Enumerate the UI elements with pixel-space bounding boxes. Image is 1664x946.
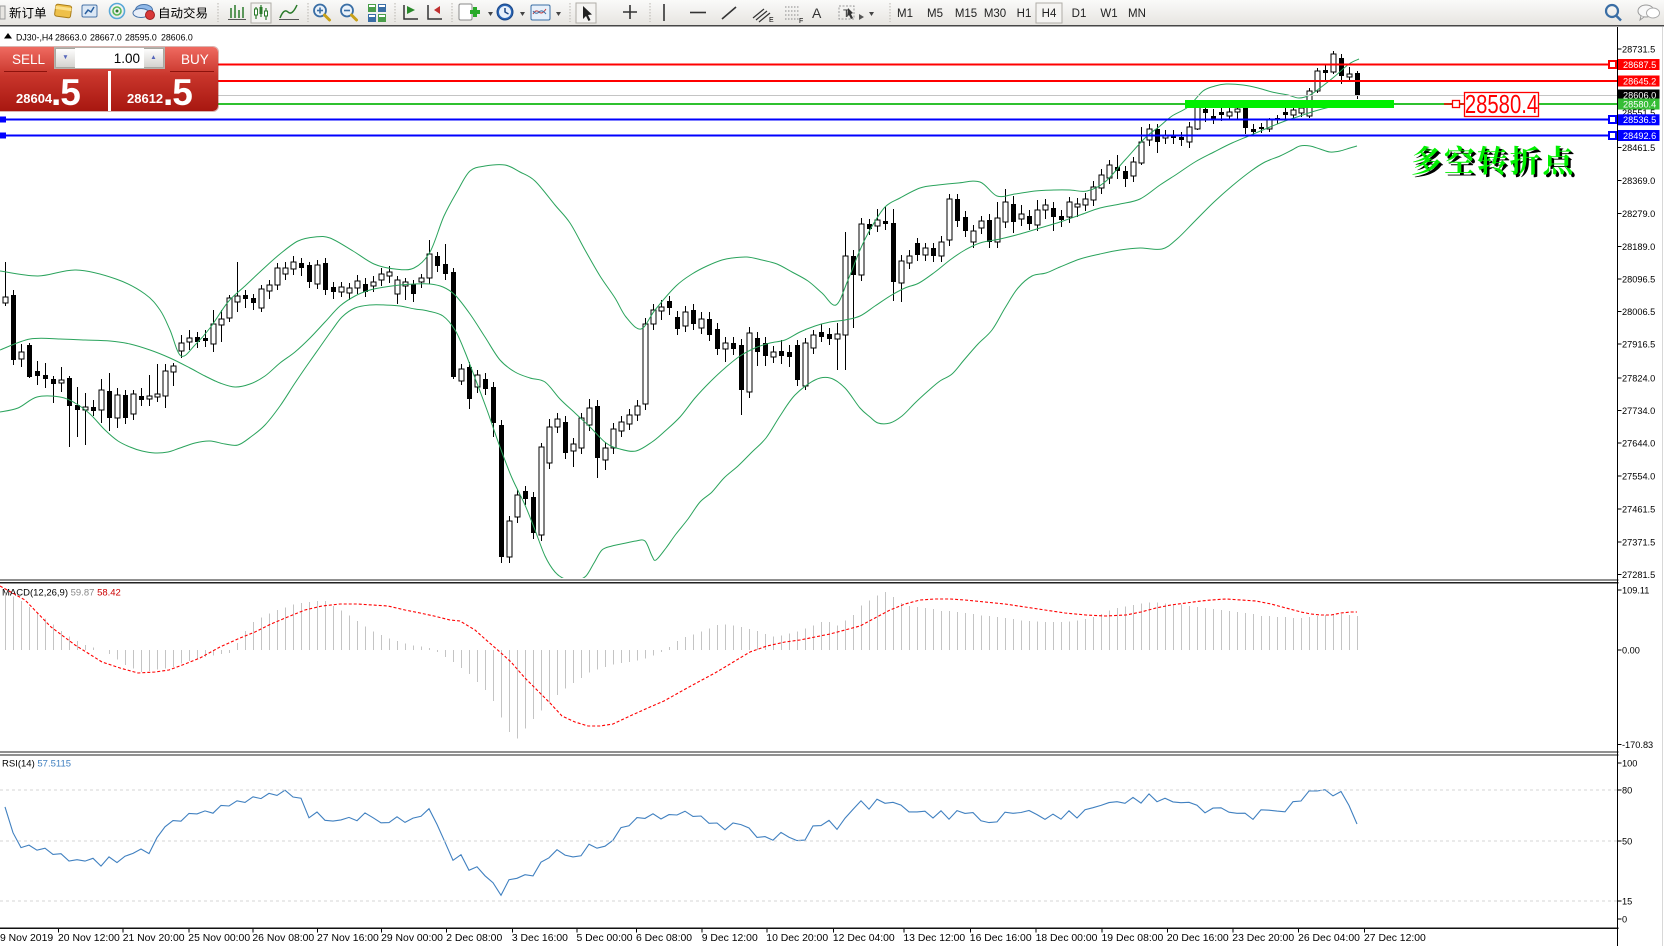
svg-text:26 Nov 08:00: 26 Nov 08:00: [252, 933, 314, 944]
svg-text:28580.4: 28580.4: [1623, 99, 1656, 109]
svg-text:10 Dec 20:00: 10 Dec 20:00: [766, 933, 828, 944]
svg-text:29 Nov 00:00: 29 Nov 00:00: [381, 933, 443, 944]
svg-text:27461.5: 27461.5: [1622, 504, 1655, 514]
svg-text:9 Nov 2019: 9 Nov 2019: [0, 933, 53, 944]
svg-text:27371.5: 27371.5: [1622, 537, 1655, 547]
svg-text:-170.83: -170.83: [1622, 740, 1653, 750]
svg-text:E: E: [769, 17, 774, 24]
svg-text:28189.0: 28189.0: [1622, 242, 1655, 252]
svg-text:9 Dec 12:00: 9 Dec 12:00: [702, 933, 758, 944]
svg-text:W1: W1: [1100, 8, 1117, 20]
svg-text:3 Dec 16:00: 3 Dec 16:00: [512, 933, 568, 944]
svg-text:28536.5: 28536.5: [1623, 115, 1656, 125]
svg-text:28369.0: 28369.0: [1622, 176, 1655, 186]
svg-text:28279.0: 28279.0: [1622, 209, 1655, 219]
svg-text:12 Dec 04:00: 12 Dec 04:00: [833, 933, 895, 944]
svg-text:27916.5: 27916.5: [1622, 339, 1655, 349]
svg-text:27281.5: 27281.5: [1622, 570, 1655, 580]
svg-text:26 Dec 04:00: 26 Dec 04:00: [1298, 933, 1360, 944]
svg-text:MACD(12,26,9) 59.87 58.42: MACD(12,26,9) 59.87 58.42: [2, 588, 121, 599]
svg-text:27644.0: 27644.0: [1622, 438, 1655, 448]
svg-text:RSI(14) 57.5115: RSI(14) 57.5115: [2, 759, 71, 770]
svg-text:13 Dec 12:00: 13 Dec 12:00: [903, 933, 965, 944]
svg-text:6 Dec 08:00: 6 Dec 08:00: [636, 933, 692, 944]
svg-text:28731.5: 28731.5: [1622, 44, 1655, 54]
svg-text:21 Nov 20:00: 21 Nov 20:00: [123, 933, 185, 944]
svg-text:20 Dec 16:00: 20 Dec 16:00: [1167, 933, 1229, 944]
svg-text:16 Dec 16:00: 16 Dec 16:00: [970, 933, 1032, 944]
svg-text:28606.0: 28606.0: [1623, 90, 1656, 100]
svg-text:28580.4: 28580.4: [1465, 90, 1538, 119]
svg-text:28645.2: 28645.2: [1623, 76, 1656, 86]
svg-text:2 Dec 08:00: 2 Dec 08:00: [446, 933, 502, 944]
svg-text:27 Dec 12:00: 27 Dec 12:00: [1364, 933, 1426, 944]
svg-text:50: 50: [1622, 836, 1632, 846]
svg-text:23 Dec 20:00: 23 Dec 20:00: [1232, 933, 1294, 944]
svg-text:27734.0: 27734.0: [1622, 406, 1655, 416]
svg-text:100: 100: [1622, 758, 1637, 768]
svg-text:M15: M15: [955, 8, 977, 20]
svg-text:M5: M5: [927, 8, 943, 20]
svg-text:D1: D1: [1072, 8, 1087, 20]
svg-text:0.00: 0.00: [1622, 645, 1640, 655]
svg-text:27554.0: 27554.0: [1622, 471, 1655, 481]
svg-text:15: 15: [1622, 896, 1632, 906]
svg-text:H4: H4: [1042, 8, 1057, 20]
svg-text:0: 0: [1622, 914, 1627, 924]
svg-text:20 Nov 12:00: 20 Nov 12:00: [58, 933, 120, 944]
svg-text:28551.5: 28551.5: [1622, 108, 1655, 118]
svg-text:80: 80: [1622, 785, 1632, 795]
svg-text:27824.0: 27824.0: [1622, 373, 1655, 383]
svg-text:H1: H1: [1017, 8, 1032, 20]
svg-text:27 Nov 16:00: 27 Nov 16:00: [317, 933, 379, 944]
svg-text:28096.5: 28096.5: [1622, 274, 1655, 284]
svg-text:28687.5: 28687.5: [1623, 60, 1656, 70]
svg-text:28492.6: 28492.6: [1623, 131, 1656, 141]
svg-text:F: F: [799, 18, 803, 25]
svg-text:T: T: [843, 8, 850, 20]
svg-text:M30: M30: [984, 8, 1006, 20]
svg-text:28006.5: 28006.5: [1622, 307, 1655, 317]
svg-text:28461.5: 28461.5: [1622, 143, 1655, 153]
svg-text:A: A: [812, 5, 822, 21]
svg-text:19 Dec 08:00: 19 Dec 08:00: [1102, 933, 1164, 944]
svg-text:M1: M1: [897, 8, 913, 20]
svg-text:25 Nov 00:00: 25 Nov 00:00: [188, 933, 250, 944]
svg-text:109.11: 109.11: [1622, 585, 1649, 595]
svg-text:MN: MN: [1128, 8, 1146, 20]
svg-text:5 Dec 00:00: 5 Dec 00:00: [577, 933, 633, 944]
svg-text:18 Dec 00:00: 18 Dec 00:00: [1036, 933, 1098, 944]
